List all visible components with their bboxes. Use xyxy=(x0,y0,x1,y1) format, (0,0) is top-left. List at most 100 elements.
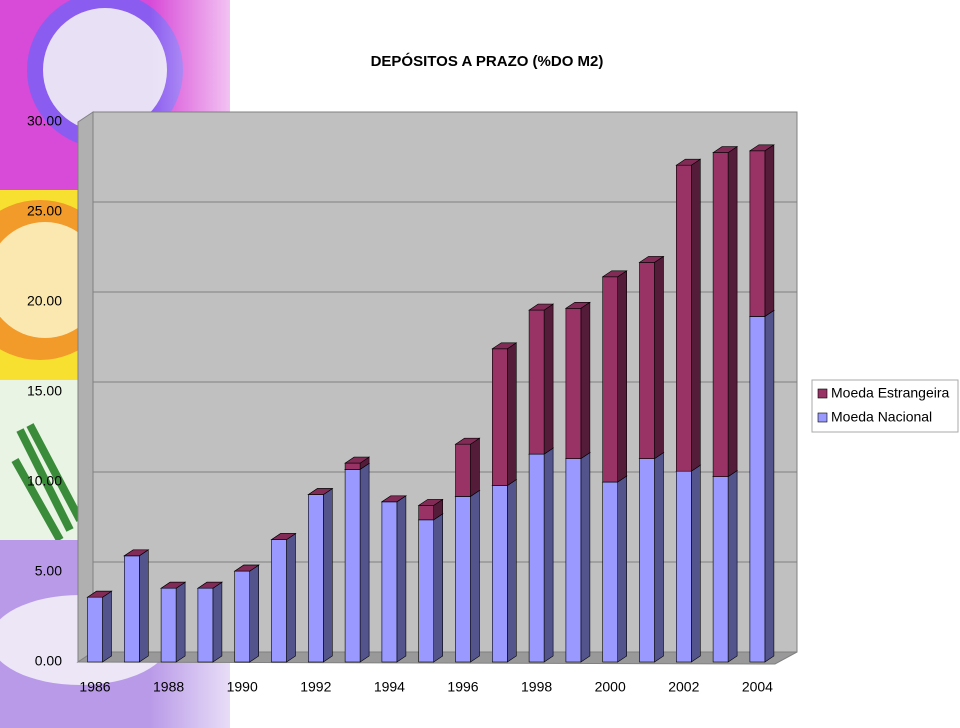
bar-top xyxy=(712,146,739,153)
bar xyxy=(234,570,250,663)
x-tick-label: 2004 xyxy=(742,679,773,695)
bar xyxy=(749,316,766,663)
bar-top xyxy=(417,499,444,506)
y-tick-label: 20.00 xyxy=(27,293,62,309)
x-tick-label: 1990 xyxy=(227,679,258,695)
bar-top xyxy=(344,456,371,464)
bar-side xyxy=(286,533,296,663)
bar-top xyxy=(380,495,407,503)
bar-side xyxy=(543,447,554,663)
x-tick-label: 1988 xyxy=(153,679,184,695)
bar-top xyxy=(748,144,775,152)
bar xyxy=(528,453,545,663)
y-tick-label: 25.00 xyxy=(27,203,62,219)
legend xyxy=(811,379,959,433)
bar-side xyxy=(654,255,664,460)
bar xyxy=(712,476,729,663)
bar-side xyxy=(580,452,591,663)
bar-side xyxy=(727,470,738,663)
bar xyxy=(675,470,692,663)
legend-label: Moeda Nacional xyxy=(831,409,932,425)
legend-swatch xyxy=(817,412,828,423)
bar-side xyxy=(102,590,112,663)
legend-label: Moeda Estrangeira xyxy=(831,385,950,401)
bar-side xyxy=(359,462,370,663)
bar xyxy=(307,494,324,663)
x-tick-label: 2000 xyxy=(595,679,626,695)
x-tick-label: 2002 xyxy=(668,679,699,695)
bar-side xyxy=(396,495,407,663)
x-tick-label: 1994 xyxy=(374,679,405,695)
y-tick-label: 30.00 xyxy=(27,113,62,129)
bar-top xyxy=(454,437,481,445)
bar xyxy=(418,505,435,521)
bar xyxy=(344,469,361,663)
bar xyxy=(381,501,398,663)
bar-top xyxy=(233,564,260,572)
bar xyxy=(602,276,619,483)
bar xyxy=(197,587,214,663)
bar xyxy=(418,519,435,663)
bar-top xyxy=(123,549,150,557)
bar xyxy=(565,307,582,459)
bar xyxy=(602,481,619,663)
y-tick-label: 10.00 xyxy=(27,473,62,489)
bar-top xyxy=(491,342,518,350)
y-tick-label: 5.00 xyxy=(35,563,62,579)
bar-side xyxy=(175,581,186,663)
bar-top xyxy=(270,533,297,540)
bar xyxy=(124,555,140,663)
bar-top xyxy=(601,270,628,278)
bar-top xyxy=(160,581,187,589)
bar xyxy=(271,539,287,663)
bar-side xyxy=(249,564,260,663)
bar-side xyxy=(764,309,775,663)
x-tick-label: 1992 xyxy=(300,679,331,695)
bar-side xyxy=(212,581,223,663)
bar xyxy=(565,458,582,663)
bar-top xyxy=(86,590,113,598)
x-tick-label: 1996 xyxy=(447,679,478,695)
bar-side xyxy=(690,158,701,472)
bar xyxy=(491,348,508,486)
bar-top xyxy=(528,303,555,311)
bar-side xyxy=(506,342,517,487)
side-wall xyxy=(77,111,94,663)
bar-side xyxy=(690,464,701,663)
bar xyxy=(160,587,177,663)
y-tick-label: 15.00 xyxy=(27,383,62,399)
bar xyxy=(528,309,545,455)
bar-top xyxy=(196,581,223,589)
bar xyxy=(639,458,655,663)
bar xyxy=(455,443,471,497)
x-tick-label: 1986 xyxy=(79,679,110,695)
bar-side xyxy=(470,437,480,497)
bar-side xyxy=(433,513,444,663)
x-tick-label: 1998 xyxy=(521,679,552,695)
bar xyxy=(455,496,471,663)
legend-box xyxy=(811,379,959,433)
bar xyxy=(344,462,361,470)
bar xyxy=(491,485,508,663)
bar-side xyxy=(322,488,333,663)
chart-title: DEPÓSITOS A PRAZO (%DO M2) xyxy=(371,52,604,70)
y-tick-label: 0.00 xyxy=(35,653,62,669)
bar-top xyxy=(564,301,591,309)
bar-side xyxy=(543,303,554,455)
bar-side xyxy=(617,270,628,483)
bar xyxy=(749,150,766,317)
bar-top xyxy=(638,256,665,263)
bar xyxy=(712,152,729,477)
bar xyxy=(675,164,692,472)
bar-side xyxy=(764,144,775,317)
bar-side xyxy=(470,489,480,663)
bar-side xyxy=(617,475,628,663)
bar xyxy=(87,596,103,663)
bar-side xyxy=(580,301,591,460)
bar xyxy=(639,262,655,459)
bar-side xyxy=(654,452,664,663)
legend-swatch xyxy=(817,388,828,399)
bar-top xyxy=(307,488,334,495)
bar-side xyxy=(727,146,738,478)
